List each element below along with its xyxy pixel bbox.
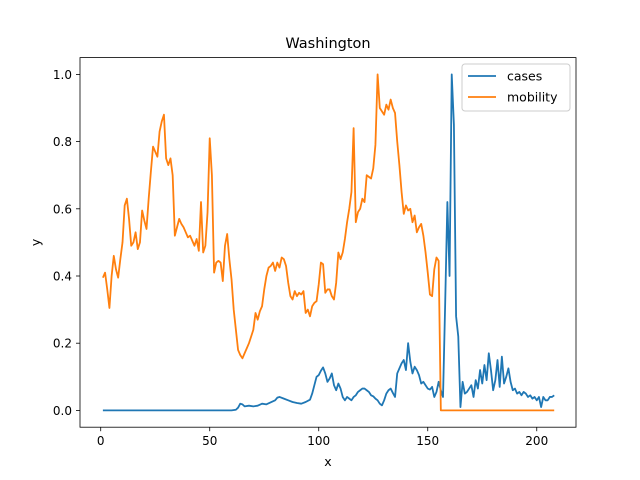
y-tick-label: 1.0 [53,68,72,82]
x-tick-label: 150 [416,434,439,448]
y-tick-label: 0.2 [53,337,72,351]
x-tick-label: 50 [202,434,217,448]
series-line-cases [102,73,555,412]
x-tick-label: 200 [525,434,548,448]
legend: cases mobility [461,63,571,112]
legend-label-cases: cases [507,69,542,84]
y-tick-label: 0.6 [53,202,72,216]
plot-lines [102,73,555,412]
plot-frame [79,57,577,428]
x-axis-label: x [324,454,331,469]
y-tick-label: 0.4 [53,270,72,284]
y-tick-label: 0.0 [53,404,72,418]
y-axis-label: y [28,238,43,246]
series-line-mobility [102,73,555,412]
x-tick-label: 100 [307,434,330,448]
y-axis: 0.0 0.2 0.4 0.6 0.8 1.0 [53,68,80,418]
chart-title: Washington [285,36,370,52]
x-tick-label: 0 [97,434,105,448]
y-tick-label: 0.8 [53,135,72,149]
x-axis: 0 50 100 150 200 [97,427,548,448]
legend-label-mobility: mobility [507,90,558,105]
